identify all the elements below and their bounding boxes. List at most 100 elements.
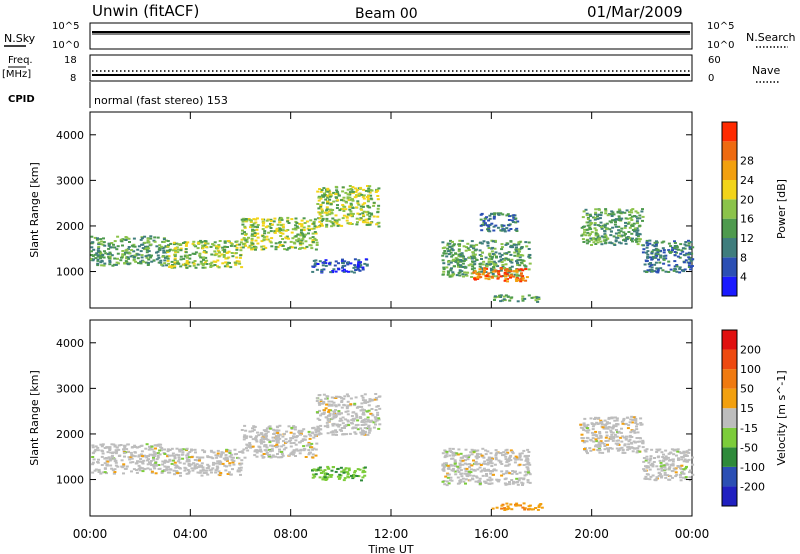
velocity-colorbar-swatch	[722, 466, 737, 487]
power-colorbar-tick: 16	[740, 213, 754, 226]
velocity-colorbar-tick: -200	[740, 480, 765, 493]
power-region-7	[479, 212, 520, 233]
x-axis-label: Time UT	[367, 543, 413, 554]
velocity-region-2	[240, 424, 319, 459]
velocity-colorbar-swatch	[722, 486, 737, 506]
velocity-frame	[89, 319, 693, 517]
velocity-colorbar-swatch	[722, 427, 737, 448]
power-colorbar-swatch	[722, 257, 737, 277]
velocity-region-5	[441, 447, 532, 487]
beam-title: Beam 00	[355, 6, 418, 22]
power-panel: 1000 2000 3000 4000 Slant Range [km] 4 8 12 16 20…	[28, 111, 788, 309]
velocity-colorbar-swatch	[722, 447, 737, 467]
power-region-6	[472, 267, 529, 283]
power-colorbar-label: Power [dB]	[775, 179, 788, 239]
nave-right-tick-top: 60	[708, 55, 721, 66]
velocity-colorbar-tick: -50	[740, 441, 758, 454]
velocity-ytick-label: 1000	[56, 474, 84, 487]
power-region-4	[311, 258, 369, 274]
velocity-colorbar-swatch	[722, 388, 737, 409]
velocity-region-4	[311, 465, 367, 482]
velocity-ytick-label: 4000	[56, 337, 84, 350]
power-colorbar-swatch	[722, 160, 737, 180]
velocity-panel: 1000 2000 3000 4000 Slant Range [km] 200 100 50…	[28, 319, 788, 517]
velocity-colorbar-tick: 50	[740, 383, 754, 396]
power-frame	[89, 111, 693, 309]
cpid-program: normal (fast stereo) 153	[94, 94, 228, 107]
noise-panel-frame	[89, 22, 693, 50]
date-title: 01/Mar/2009	[587, 3, 683, 21]
noise-left-tick-top: 10^5	[52, 21, 79, 32]
velocity-region-7	[579, 415, 645, 455]
velocity-region-1	[165, 447, 244, 477]
velocity-colorbar-tick: 100	[740, 363, 761, 376]
power-ylabel: Slant Range [km]	[28, 162, 41, 258]
time-axis: 00:00 04:00 08:00 12:00 16:00 20:00 00:00	[73, 527, 710, 541]
power-colorbar-tick: 28	[740, 155, 754, 168]
cpid-label: CPID	[8, 94, 35, 105]
power-colorbar-swatch	[722, 276, 737, 296]
noise-traces	[92, 31, 690, 35]
power-colorbar-tick: 12	[740, 232, 754, 245]
noise-right-label: N.Search	[746, 31, 796, 44]
power-colorbar-swatch	[722, 180, 737, 200]
time-tick-label: 20:00	[574, 527, 609, 541]
power-colorbar-tick: 4	[740, 271, 747, 284]
velocity-colorbar-tick: -15	[740, 422, 758, 435]
power-colorbar-swatch	[722, 238, 737, 258]
power-region-3	[316, 185, 381, 228]
power-region-1	[165, 239, 244, 269]
velocity-region-3	[315, 393, 382, 436]
velocity-colorbar-swatch	[722, 330, 737, 350]
velocity-ytick-label: 2000	[56, 428, 84, 441]
velocity-region-8	[642, 448, 695, 482]
freq-left-tick-bottom: 8	[70, 73, 76, 84]
noise-left-tick-bottom: 10^0	[52, 40, 79, 51]
power-region-8	[493, 294, 541, 303]
power-region-9	[580, 208, 645, 247]
power-ytick-label: 2000	[56, 220, 84, 233]
time-tick-label: 00:00	[675, 527, 710, 541]
velocity-cells	[91, 393, 695, 511]
freq-left-tick-top: 18	[64, 55, 77, 66]
power-colorbar-tick: 8	[740, 251, 747, 264]
power-colorbar-tick: 20	[740, 193, 754, 206]
velocity-ylabel: Slant Range [km]	[28, 370, 41, 466]
time-tick-label: 08:00	[273, 527, 308, 541]
nave-right-label: Nave	[752, 64, 780, 77]
power-colorbar-swatch	[722, 199, 737, 219]
time-tick-label: 12:00	[374, 527, 409, 541]
noise-right-tick-top: 10^5	[707, 21, 734, 32]
power-colorbar-swatch	[722, 122, 737, 142]
velocity-colorbar-swatch	[722, 408, 737, 428]
power-colorbar-swatch	[722, 218, 737, 238]
time-tick-label: 04:00	[173, 527, 208, 541]
velocity-colorbar-tick: 200	[740, 344, 761, 357]
velocity-colorbar-frame	[721, 329, 738, 507]
power-colorbar-frame	[721, 121, 738, 297]
nave-right-tick-bottom: 0	[708, 73, 714, 84]
power-colorbar-tick: 24	[740, 174, 754, 187]
noise-left-label: N.Sky	[4, 32, 36, 45]
power-ytick-label: 3000	[56, 174, 84, 187]
power-ytick-label: 1000	[56, 266, 84, 279]
velocity-colorbar-tick: 15	[740, 402, 754, 415]
velocity-ytick-label: 3000	[56, 382, 84, 395]
station-title: Unwin (fitACF)	[92, 2, 199, 20]
power-region-10	[641, 239, 695, 274]
velocity-region-6	[491, 502, 544, 511]
power-cells	[90, 185, 695, 303]
velocity-colorbar-swatch	[722, 349, 737, 370]
velocity-colorbar-swatch	[722, 369, 737, 389]
time-tick-label: 00:00	[73, 527, 108, 541]
noise-right-tick-bottom: 10^0	[707, 40, 734, 51]
power-ytick-label: 4000	[56, 129, 84, 142]
time-tick-label: 16:00	[474, 527, 509, 541]
velocity-colorbar-label: Velocity [m s^-1]	[775, 370, 788, 465]
velocity-region-0	[91, 443, 167, 475]
freq-left-label: Freq.	[8, 55, 33, 66]
power-region-2	[240, 216, 319, 251]
freq-left-unit: [MHz]	[2, 69, 31, 80]
power-colorbar-swatch	[722, 141, 737, 161]
